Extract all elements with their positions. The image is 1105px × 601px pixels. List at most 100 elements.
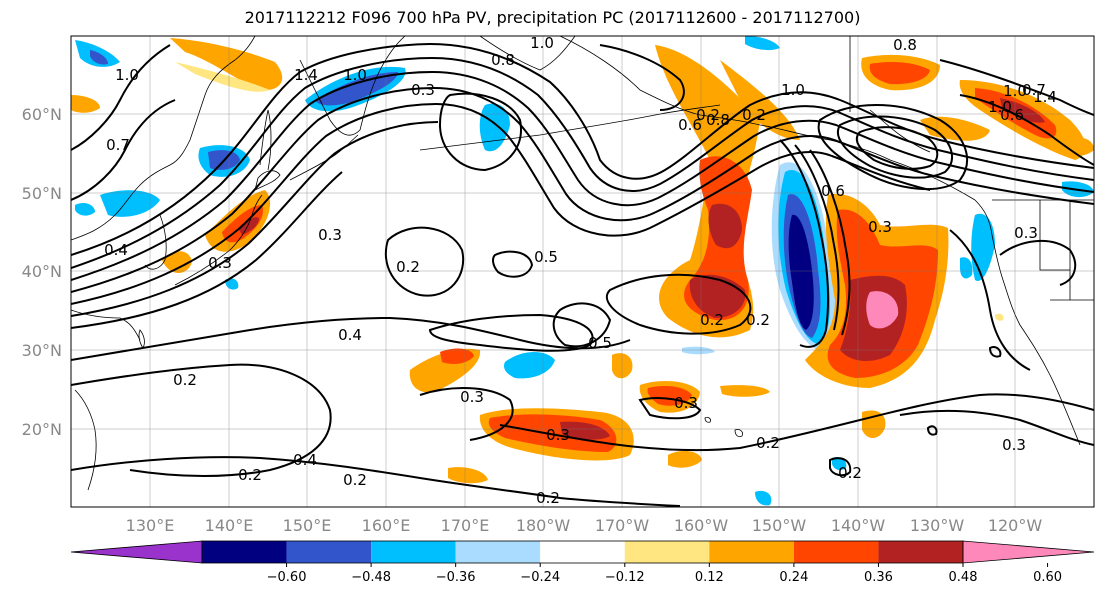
contour-label: 0.6 bbox=[1000, 106, 1024, 124]
lon-label-160e: 160°E bbox=[362, 516, 411, 535]
contour-label: 0.8 bbox=[491, 51, 515, 69]
colorbar-segment bbox=[455, 541, 541, 563]
contour-label: 0.7 bbox=[106, 136, 130, 154]
contour-label: 0.2 bbox=[536, 489, 560, 507]
lon-label-120w: 120°W bbox=[988, 516, 1043, 535]
shade-orange-sub5 bbox=[720, 385, 770, 397]
shade-orange-canada3 bbox=[920, 116, 990, 141]
contour-label: 1.0 bbox=[530, 34, 554, 52]
contour-nw-1 bbox=[71, 44, 171, 151]
contour-trough-3 bbox=[809, 149, 851, 336]
coast-japan-hokkaido bbox=[254, 170, 281, 191]
contour-east-4 bbox=[926, 425, 938, 436]
contour-jet-6 bbox=[71, 121, 439, 317]
shade-pink-ne bbox=[866, 291, 899, 329]
map-title: 2017112212 F096 700 hPa PV, precipitatio… bbox=[244, 8, 861, 27]
contour-label: 1.0 bbox=[115, 66, 139, 84]
lat-labels: 60°N 50°N 40°N 30°N 20°N bbox=[22, 105, 62, 439]
contour-label: 0.2 bbox=[173, 371, 197, 389]
coast-asia-mainland bbox=[71, 36, 256, 241]
shade-orange-small1 bbox=[162, 251, 192, 273]
shade-yellow-kamchatka bbox=[175, 62, 270, 92]
contour-label: 0.2 bbox=[742, 106, 766, 124]
contour-label: 0.3 bbox=[1014, 224, 1038, 242]
contour-label: 0.6 bbox=[678, 116, 702, 134]
lon-label-150e: 150°E bbox=[283, 516, 332, 535]
lon-label-130e: 130°E bbox=[126, 516, 175, 535]
contour-jet-4 bbox=[71, 86, 1094, 293]
contour-label: 0.6 bbox=[821, 182, 845, 200]
lat-label-20n: 20°N bbox=[22, 420, 62, 439]
contour-okhotsk bbox=[438, 92, 522, 172]
contour-ak-loop1 bbox=[817, 104, 969, 191]
contour-label: 0.3 bbox=[868, 218, 892, 236]
contour-label: 0.3 bbox=[460, 388, 484, 406]
plot-area: 1.0 1.4 1.00.31.00.81.00.80.20.20.6 0.8 0.61… bbox=[71, 34, 1094, 507]
lon-label-150w: 150°W bbox=[752, 516, 807, 535]
lat-label-60n: 60°N bbox=[22, 105, 62, 124]
lon-label-140w: 140°W bbox=[831, 516, 886, 535]
contour-label: 0.3 bbox=[1002, 436, 1026, 454]
contour-label: 1.4 bbox=[294, 66, 318, 84]
shade-cyan-small3 bbox=[682, 346, 715, 355]
border-state1 bbox=[1039, 200, 1070, 271]
contour-mid-5 bbox=[605, 273, 752, 335]
contour-label: 0.3 bbox=[411, 81, 435, 99]
colorbar-tick-label: −0.60 bbox=[267, 570, 307, 585]
colorbar-arrow-left bbox=[70, 540, 203, 564]
shade-cyan-small1 bbox=[832, 457, 847, 471]
contour-label: 0.4 bbox=[293, 451, 317, 469]
colorbar-segment bbox=[793, 541, 879, 563]
contour-label: 0.5 bbox=[588, 334, 612, 352]
shade-cyan-nw4 bbox=[75, 202, 95, 216]
lon-label-160w: 160°W bbox=[674, 516, 729, 535]
colorbar bbox=[70, 540, 1095, 564]
coast-chukotka bbox=[479, 36, 576, 71]
coast-korea bbox=[144, 214, 167, 270]
contour-label: 0.3 bbox=[674, 394, 698, 412]
coast-philippines bbox=[74, 389, 97, 491]
contour-label: 0.8 bbox=[706, 111, 730, 129]
shade-blue-nw1 bbox=[90, 50, 108, 65]
contour-sub-4 bbox=[899, 409, 1094, 446]
colorbar-segment bbox=[709, 541, 794, 563]
coastlines bbox=[71, 36, 1094, 491]
contour-east-2 bbox=[999, 239, 1077, 286]
lon-label-130w: 130°W bbox=[910, 516, 965, 535]
pv-contours bbox=[71, 42, 1094, 507]
colorbar-segment bbox=[540, 541, 625, 563]
contour-bering bbox=[599, 44, 685, 111]
contour-trough-2 bbox=[794, 144, 840, 331]
colorbar-tick-label: 0.12 bbox=[695, 570, 724, 585]
shade-orange-sub4 bbox=[668, 450, 702, 468]
coast-alaska bbox=[559, 36, 976, 201]
shade-cyan-coast2 bbox=[960, 257, 973, 279]
contour-east-1 bbox=[949, 229, 1031, 371]
shade-orange-canada4 bbox=[1060, 137, 1094, 156]
shade-cyan-small4 bbox=[225, 278, 239, 290]
contour-label: 1.4 bbox=[1033, 88, 1057, 106]
colorbar-tick-label: 0.48 bbox=[949, 570, 978, 585]
contour-label: 0.4 bbox=[104, 241, 128, 259]
shade-cyan-mid1 bbox=[504, 351, 555, 379]
contour-label: 0.3 bbox=[208, 254, 232, 272]
colorbar-tick-label: −0.12 bbox=[605, 570, 645, 585]
colorbar-arrow-right bbox=[962, 540, 1095, 564]
contour-label: 0.3 bbox=[318, 226, 342, 244]
contour-label: 0.2 bbox=[700, 311, 724, 329]
colorbar-segment bbox=[202, 541, 287, 563]
colorbar-tick-label: −0.48 bbox=[351, 570, 391, 585]
colorbar-tick-label: 0.36 bbox=[864, 570, 893, 585]
shade-darkred-japan bbox=[238, 217, 259, 235]
contour-low-loop2 bbox=[492, 250, 534, 278]
contour-label: 0.5 bbox=[534, 248, 558, 266]
colorbar-segment bbox=[371, 541, 456, 563]
shade-orange-nwcorner bbox=[71, 95, 100, 113]
colorbar-segment bbox=[286, 541, 372, 563]
contour-label: 0.2 bbox=[746, 311, 770, 329]
contour-label: 0.7 bbox=[1022, 81, 1046, 99]
contour-ak-loop3 bbox=[855, 126, 939, 170]
coast-aleutians bbox=[419, 104, 721, 151]
contour-label: 0.3 bbox=[546, 426, 570, 444]
colorbar-tick-label: −0.36 bbox=[436, 570, 476, 585]
